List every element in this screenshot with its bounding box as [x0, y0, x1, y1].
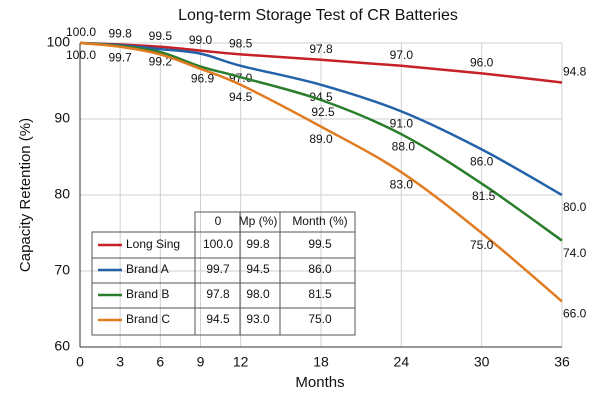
data-label: 99.0: [189, 33, 213, 47]
table-cell: 94.5: [246, 262, 270, 276]
x-axis-title: Months: [295, 374, 344, 391]
data-label: 96.0: [470, 56, 494, 70]
data-label: 66.0: [563, 307, 587, 321]
data-label: 75.0: [470, 238, 494, 252]
legend-label: Long Sing: [126, 237, 180, 251]
legend-label: Brand B: [126, 287, 169, 301]
data-label: 92.5: [311, 105, 335, 119]
series-line: [79, 41, 563, 242]
data-label: 100.0: [66, 25, 96, 39]
y-tick-label: 80: [54, 186, 70, 202]
data-label: 74.0: [563, 246, 587, 260]
x-tick-label: 24: [394, 354, 410, 370]
data-label: 96.9: [191, 72, 215, 86]
table-cell: 86.0: [308, 262, 332, 276]
x-tick-label: 3: [116, 354, 124, 370]
series-line: [79, 41, 563, 303]
legend-label: Brand A: [126, 262, 169, 276]
y-tick-label: 60: [54, 338, 70, 354]
data-label: 89.0: [309, 132, 333, 146]
table-cell: 97.8: [206, 287, 230, 301]
data-label: 98.5: [229, 37, 253, 51]
x-tick-label: 30: [474, 354, 490, 370]
chart-title: Long-term Storage Test of CR Batteries: [178, 7, 458, 24]
x-tick-label: 9: [197, 354, 205, 370]
table-cell: 99.7: [206, 262, 230, 276]
data-label: 91.0: [390, 117, 414, 131]
y-tick-label: 100: [47, 34, 71, 50]
data-label: 94.5: [309, 90, 333, 104]
data-label: 100.0: [66, 48, 96, 62]
data-label: 99.2: [149, 54, 173, 68]
data-label: 97.0: [390, 48, 414, 62]
table-cell: 98.0: [246, 287, 270, 301]
series-line: [79, 41, 563, 84]
y-axis-title: Capacity Retention (%): [17, 118, 34, 272]
table-cell: 81.5: [308, 287, 332, 301]
table-cell: 75.0: [308, 312, 332, 326]
data-label: 88.0: [392, 139, 416, 153]
table-header: Month (%): [292, 214, 347, 228]
series-line: [79, 41, 563, 197]
table-header: Mp (%): [239, 214, 278, 228]
x-tick-label: 6: [156, 354, 164, 370]
x-tick-label: 36: [554, 354, 570, 370]
data-label: 99.8: [108, 27, 132, 41]
x-tick-label: 0: [76, 354, 84, 370]
data-label: 97.8: [309, 42, 333, 56]
data-label: 80.0: [563, 200, 587, 214]
data-label: 83.0: [390, 177, 414, 191]
table-cell: 93.0: [246, 312, 270, 326]
data-label: 81.5: [472, 189, 496, 203]
y-tick-label: 90: [54, 110, 70, 126]
table-cell: 100.0: [203, 237, 233, 251]
table-cell: 94.5: [206, 312, 230, 326]
data-label: 86.0: [470, 155, 494, 169]
data-label: 99.7: [108, 50, 132, 64]
legend-label: Brand C: [126, 312, 170, 326]
table-cell: 99.8: [246, 237, 270, 251]
data-label: 94.8: [563, 65, 587, 79]
y-tick-label: 70: [54, 262, 70, 278]
table-cell: 99.5: [308, 237, 332, 251]
data-label: 99.5: [149, 29, 173, 43]
x-tick-label: 18: [313, 354, 329, 370]
data-label: 94.5: [229, 90, 253, 104]
x-tick-label: 12: [233, 354, 249, 370]
table-header: 0: [215, 214, 222, 228]
